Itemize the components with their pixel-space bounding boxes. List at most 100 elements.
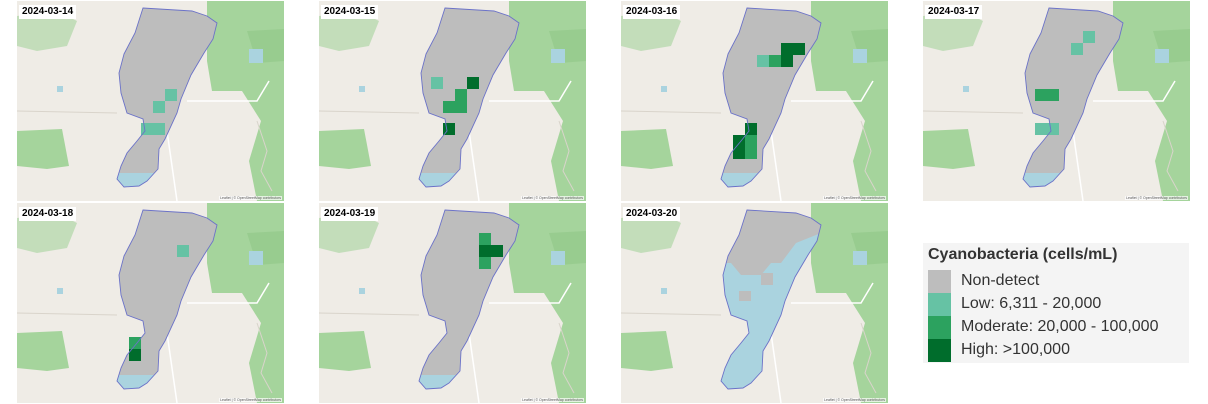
forest-area-southwest bbox=[17, 331, 69, 371]
road bbox=[468, 130, 480, 201]
map-panel: 2024-03-18 Leaflet | © OpenStreetMap cont… bbox=[17, 203, 284, 403]
map-attribution[interactable]: Leaflet | © OpenStreetMap contributors bbox=[521, 398, 584, 402]
map-attribution[interactable]: Leaflet | © OpenStreetMap contributors bbox=[219, 398, 282, 402]
forest-area-southwest bbox=[621, 129, 673, 169]
bloom-cell-low bbox=[153, 123, 165, 135]
bloom-cell-low bbox=[431, 77, 443, 89]
pond bbox=[249, 251, 263, 265]
forest-area-northwest bbox=[621, 213, 681, 253]
road bbox=[558, 322, 575, 394]
panel-date-label: 2024-03-20 bbox=[623, 207, 681, 221]
forest-area-southwest bbox=[621, 331, 673, 371]
basemap bbox=[17, 203, 284, 403]
lake-outline bbox=[116, 7, 218, 188]
road bbox=[17, 110, 118, 114]
bloom-cell-low bbox=[165, 89, 177, 101]
bloom-cell-moderate bbox=[129, 337, 141, 349]
forest-area-northwest bbox=[621, 11, 681, 51]
bloom-cell-high bbox=[733, 147, 745, 159]
road bbox=[621, 312, 722, 316]
basemap bbox=[319, 203, 586, 403]
non-detect-area bbox=[721, 210, 821, 275]
road bbox=[770, 332, 782, 403]
bloom-cell-moderate bbox=[1035, 89, 1047, 101]
forest-area-northwest bbox=[923, 11, 983, 51]
forest-area-northwest bbox=[319, 213, 379, 253]
bloom-cell-high bbox=[467, 77, 479, 89]
road bbox=[1093, 80, 1176, 102]
legend-swatch-moderate bbox=[928, 316, 951, 339]
pond bbox=[249, 49, 263, 63]
bloom-cell-low bbox=[177, 245, 189, 257]
bloom-cell-moderate bbox=[745, 135, 757, 147]
pond bbox=[57, 86, 63, 92]
non-detect-cell bbox=[739, 291, 751, 301]
road bbox=[770, 130, 782, 201]
road bbox=[558, 120, 575, 192]
road bbox=[1072, 130, 1084, 201]
bloom-cell-moderate bbox=[769, 55, 781, 67]
legend-label-non-detect: Non-detect bbox=[961, 272, 1040, 289]
lake-outline bbox=[418, 7, 520, 188]
legend-label-low: Low: 6,311 - 20,000 bbox=[961, 295, 1102, 312]
bloom-cell-moderate bbox=[479, 233, 491, 245]
legend-item-non-detect: Non-detect bbox=[928, 270, 1190, 293]
road bbox=[166, 332, 178, 403]
basemap bbox=[923, 1, 1190, 201]
map-panel: 2024-03-19 Leaflet | © OpenStreetMap cont… bbox=[319, 203, 586, 403]
legend-swatch-low bbox=[928, 293, 951, 316]
road bbox=[256, 120, 273, 192]
legend-swatch-non-detect bbox=[928, 270, 951, 293]
lake-outline bbox=[116, 209, 218, 390]
road bbox=[923, 110, 1024, 114]
lake-outline bbox=[418, 209, 520, 390]
road bbox=[319, 312, 420, 316]
pond bbox=[1155, 49, 1169, 63]
legend-label-moderate: Moderate: 20,000 - 100,000 bbox=[961, 318, 1159, 335]
map-attribution[interactable]: Leaflet | © OpenStreetMap contributors bbox=[521, 196, 584, 200]
legend-item-moderate: Moderate: 20,000 - 100,000 bbox=[928, 316, 1190, 339]
panel-date-label: 2024-03-15 bbox=[321, 5, 379, 19]
road bbox=[187, 80, 270, 102]
lake-outline bbox=[1022, 7, 1124, 188]
bloom-cell-high bbox=[793, 43, 805, 55]
bloom-cell-high bbox=[781, 55, 793, 67]
map-attribution[interactable]: Leaflet | © OpenStreetMap contributors bbox=[823, 398, 886, 402]
road bbox=[1162, 120, 1179, 192]
road bbox=[319, 110, 420, 114]
bloom-cell-moderate bbox=[443, 101, 455, 113]
forest-area-northwest bbox=[17, 213, 77, 253]
forest-area-northwest bbox=[17, 11, 77, 51]
map-attribution[interactable]: Leaflet | © OpenStreetMap contributors bbox=[823, 196, 886, 200]
bloom-cell-low bbox=[1071, 43, 1083, 55]
pond bbox=[661, 288, 667, 294]
bloom-cell-moderate bbox=[1047, 89, 1059, 101]
basemap bbox=[621, 1, 888, 201]
pond bbox=[661, 86, 667, 92]
map-panel: 2024-03-14 Leaflet | © OpenStreetMap cont… bbox=[17, 1, 284, 201]
road bbox=[791, 80, 874, 102]
non-detect-cell bbox=[761, 273, 773, 285]
road bbox=[468, 332, 480, 403]
pond bbox=[853, 49, 867, 63]
panel-date-label: 2024-03-14 bbox=[19, 5, 77, 19]
road bbox=[791, 282, 874, 304]
bloom-cell-low bbox=[757, 55, 769, 67]
bloom-cell-moderate bbox=[479, 257, 491, 269]
map-attribution[interactable]: Leaflet | © OpenStreetMap contributors bbox=[1125, 196, 1188, 200]
map-panel: 2024-03-15 Leaflet | © OpenStreetMap cont… bbox=[319, 1, 586, 201]
road bbox=[860, 120, 877, 192]
map-attribution[interactable]: Leaflet | © OpenStreetMap contributors bbox=[219, 196, 282, 200]
map-panel: 2024-03-17 Leaflet | © OpenStreetMap cont… bbox=[923, 1, 1190, 201]
legend-label-high: High: >100,000 bbox=[961, 341, 1070, 358]
pond bbox=[551, 251, 565, 265]
pond bbox=[551, 49, 565, 63]
road bbox=[489, 80, 572, 102]
legend-item-high: High: >100,000 bbox=[928, 339, 1190, 362]
bloom-cell-moderate bbox=[745, 147, 757, 159]
bloom-cell-high bbox=[733, 135, 745, 147]
forest-area-southwest bbox=[17, 129, 69, 169]
forest-area-southwest bbox=[319, 129, 371, 169]
legend: Cyanobacteria (cells/mL) Non-detect Low:… bbox=[923, 243, 1189, 363]
panel-date-label: 2024-03-18 bbox=[19, 207, 77, 221]
